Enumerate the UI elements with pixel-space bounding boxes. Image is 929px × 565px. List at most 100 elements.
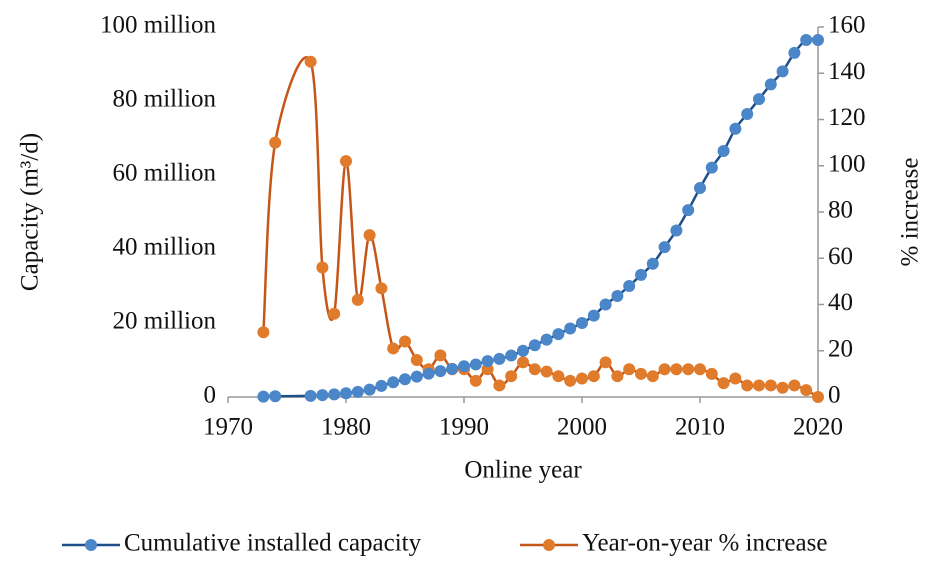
- point: [340, 155, 352, 168]
- legend-marker: [85, 539, 97, 551]
- point: [304, 55, 317, 68]
- point: [316, 389, 329, 402]
- y2-tick-label: 20: [828, 335, 853, 362]
- point: [576, 372, 588, 385]
- point: [269, 390, 282, 403]
- point: [764, 78, 777, 91]
- point: [340, 387, 352, 400]
- y-tick-label: 100 million: [100, 12, 216, 39]
- point: [434, 365, 447, 378]
- point: [705, 367, 718, 380]
- legend-marker: [543, 539, 555, 551]
- point: [635, 268, 647, 281]
- point: [599, 356, 612, 369]
- legend-label: Year-on-year % increase: [582, 530, 827, 557]
- point: [564, 374, 577, 387]
- point: [458, 360, 470, 373]
- point: [517, 344, 529, 357]
- x-axis-label: Online year: [464, 457, 582, 484]
- point: [800, 33, 813, 46]
- point: [505, 370, 518, 383]
- x-tick-label: 1990: [439, 414, 489, 441]
- point: [422, 367, 435, 380]
- point: [469, 374, 482, 387]
- point: [517, 356, 529, 369]
- point: [788, 379, 801, 392]
- series-line: [263, 37, 819, 398]
- point: [493, 352, 506, 365]
- x-tick-label: 2000: [557, 414, 607, 441]
- point: [717, 377, 730, 390]
- x-tick-label: 2010: [675, 414, 725, 441]
- point: [446, 362, 459, 375]
- point: [705, 161, 718, 174]
- point: [682, 204, 695, 217]
- point: [469, 358, 482, 371]
- y-tick-label: 60 million: [113, 160, 217, 187]
- y-tick-label: 80 million: [113, 86, 217, 113]
- point: [717, 144, 730, 157]
- point: [764, 379, 777, 392]
- point: [257, 390, 270, 403]
- point: [528, 339, 541, 352]
- point: [599, 298, 612, 311]
- y2-axis-label: % increase: [897, 158, 924, 267]
- point: [564, 322, 577, 335]
- point: [505, 349, 518, 362]
- point: [387, 342, 400, 355]
- y2-tick-label: 40: [828, 289, 853, 316]
- point: [399, 335, 411, 348]
- legend-label: Cumulative installed capacity: [124, 530, 422, 557]
- point: [351, 293, 364, 306]
- point: [587, 370, 600, 383]
- x-tick-label: 1970: [203, 414, 253, 441]
- y2-tick-label: 140: [828, 58, 866, 85]
- point: [646, 257, 659, 270]
- point: [741, 107, 754, 120]
- y2-tick-label: 120: [828, 104, 866, 131]
- point: [493, 379, 506, 392]
- point: [646, 370, 659, 383]
- point: [788, 46, 801, 59]
- point: [528, 363, 541, 376]
- x-tick-label: 1980: [321, 414, 371, 441]
- x-tick-label: 2020: [793, 414, 843, 441]
- point: [812, 33, 824, 46]
- point: [375, 282, 388, 295]
- point: [800, 384, 813, 397]
- point: [623, 280, 636, 292]
- point: [304, 389, 317, 402]
- point: [257, 326, 270, 339]
- point: [682, 363, 695, 376]
- point: [576, 317, 588, 329]
- point: [540, 333, 553, 346]
- point: [741, 379, 754, 392]
- point: [363, 383, 376, 396]
- point: [410, 370, 423, 383]
- point: [623, 363, 636, 376]
- point: [670, 224, 683, 237]
- point: [611, 370, 624, 383]
- y-tick-label: 40 million: [113, 234, 217, 261]
- point: [481, 355, 494, 368]
- point: [635, 367, 647, 380]
- point: [399, 373, 411, 386]
- point: [670, 363, 683, 376]
- point: [552, 328, 565, 341]
- y2-tick-label: 60: [828, 243, 853, 270]
- y2-tick-label: 0: [828, 382, 841, 409]
- y-axis-label: Capacity (m³/d): [17, 133, 44, 291]
- point: [658, 241, 671, 254]
- point: [540, 365, 553, 378]
- point: [363, 229, 376, 242]
- y2-tick-label: 160: [828, 12, 866, 39]
- point: [776, 381, 789, 394]
- point: [552, 370, 565, 383]
- y2-tick-label: 100: [828, 150, 866, 177]
- point: [316, 261, 329, 274]
- y-tick-label: 20 million: [113, 308, 217, 335]
- point: [729, 122, 742, 135]
- point: [658, 363, 671, 376]
- point: [611, 289, 624, 302]
